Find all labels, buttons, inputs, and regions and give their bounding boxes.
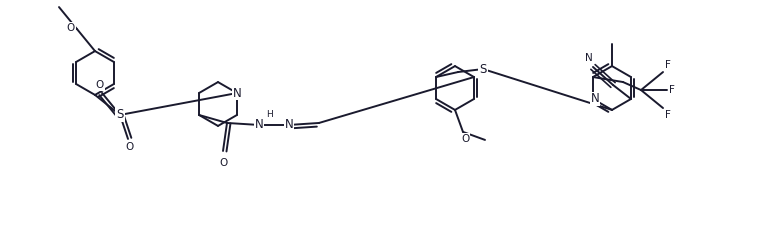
Text: S: S	[116, 108, 123, 122]
Text: F: F	[665, 60, 671, 70]
Text: N: N	[585, 53, 593, 63]
Text: O: O	[67, 23, 75, 33]
Text: N: N	[233, 87, 241, 100]
Text: N: N	[254, 118, 264, 131]
Text: F: F	[669, 85, 675, 95]
Text: O: O	[96, 80, 104, 90]
Text: O: O	[461, 134, 469, 144]
Text: O: O	[219, 158, 227, 168]
Text: F: F	[665, 110, 671, 120]
Text: S: S	[480, 63, 487, 76]
Text: O: O	[126, 142, 134, 152]
Text: N: N	[591, 93, 599, 105]
Text: H: H	[266, 110, 273, 119]
Text: N: N	[284, 118, 294, 131]
